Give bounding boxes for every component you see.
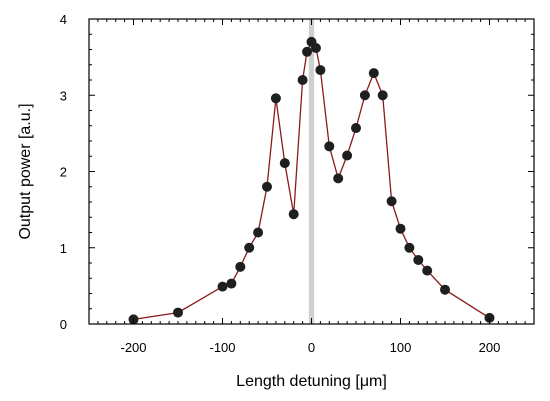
data-point bbox=[386, 196, 397, 207]
data-point bbox=[377, 90, 388, 101]
data-point bbox=[226, 278, 237, 289]
data-point bbox=[422, 265, 433, 276]
x-axis-title: Length detuning [μm] bbox=[236, 373, 387, 390]
y-tick-label: 3 bbox=[60, 88, 67, 103]
zero-detuning-highlight-band bbox=[308, 19, 315, 324]
x-tick-label: 200 bbox=[479, 340, 501, 355]
data-point bbox=[270, 93, 281, 104]
data-point bbox=[288, 209, 299, 220]
data-point bbox=[253, 227, 264, 238]
data-point bbox=[244, 242, 255, 253]
x-tick-label: 0 bbox=[308, 340, 315, 355]
data-point bbox=[315, 65, 326, 76]
tick-labels: -200 -100 0 100 200 0 1 2 3 4 bbox=[60, 12, 501, 355]
data-point bbox=[395, 223, 406, 234]
data-point bbox=[351, 123, 361, 134]
data-point bbox=[333, 173, 344, 184]
data-point bbox=[484, 312, 495, 323]
data-point bbox=[324, 141, 335, 152]
axis-ticks bbox=[88, 18, 535, 325]
data-point bbox=[359, 90, 370, 101]
data-point bbox=[235, 261, 246, 272]
data-point bbox=[173, 307, 183, 318]
x-tick-label: -100 bbox=[209, 340, 235, 355]
data-point bbox=[440, 284, 450, 295]
data-point bbox=[262, 181, 272, 192]
data-point bbox=[297, 75, 308, 85]
data-point bbox=[302, 46, 313, 57]
y-tick-label: 2 bbox=[60, 165, 67, 180]
data-point bbox=[413, 254, 424, 265]
data-point bbox=[310, 42, 321, 53]
data-point bbox=[342, 150, 353, 161]
x-tick-label: -200 bbox=[120, 340, 146, 355]
data-point bbox=[279, 158, 290, 169]
x-tick-label: 100 bbox=[390, 340, 412, 355]
data-point bbox=[404, 242, 415, 253]
data-point bbox=[368, 68, 379, 79]
y-tick-label: 1 bbox=[60, 241, 67, 256]
y-axis-title: Output power [a.u.] bbox=[17, 103, 34, 239]
y-tick-label: 4 bbox=[60, 12, 67, 27]
data-markers bbox=[128, 36, 495, 325]
y-tick-label: 0 bbox=[60, 317, 67, 332]
data-point bbox=[217, 281, 228, 292]
